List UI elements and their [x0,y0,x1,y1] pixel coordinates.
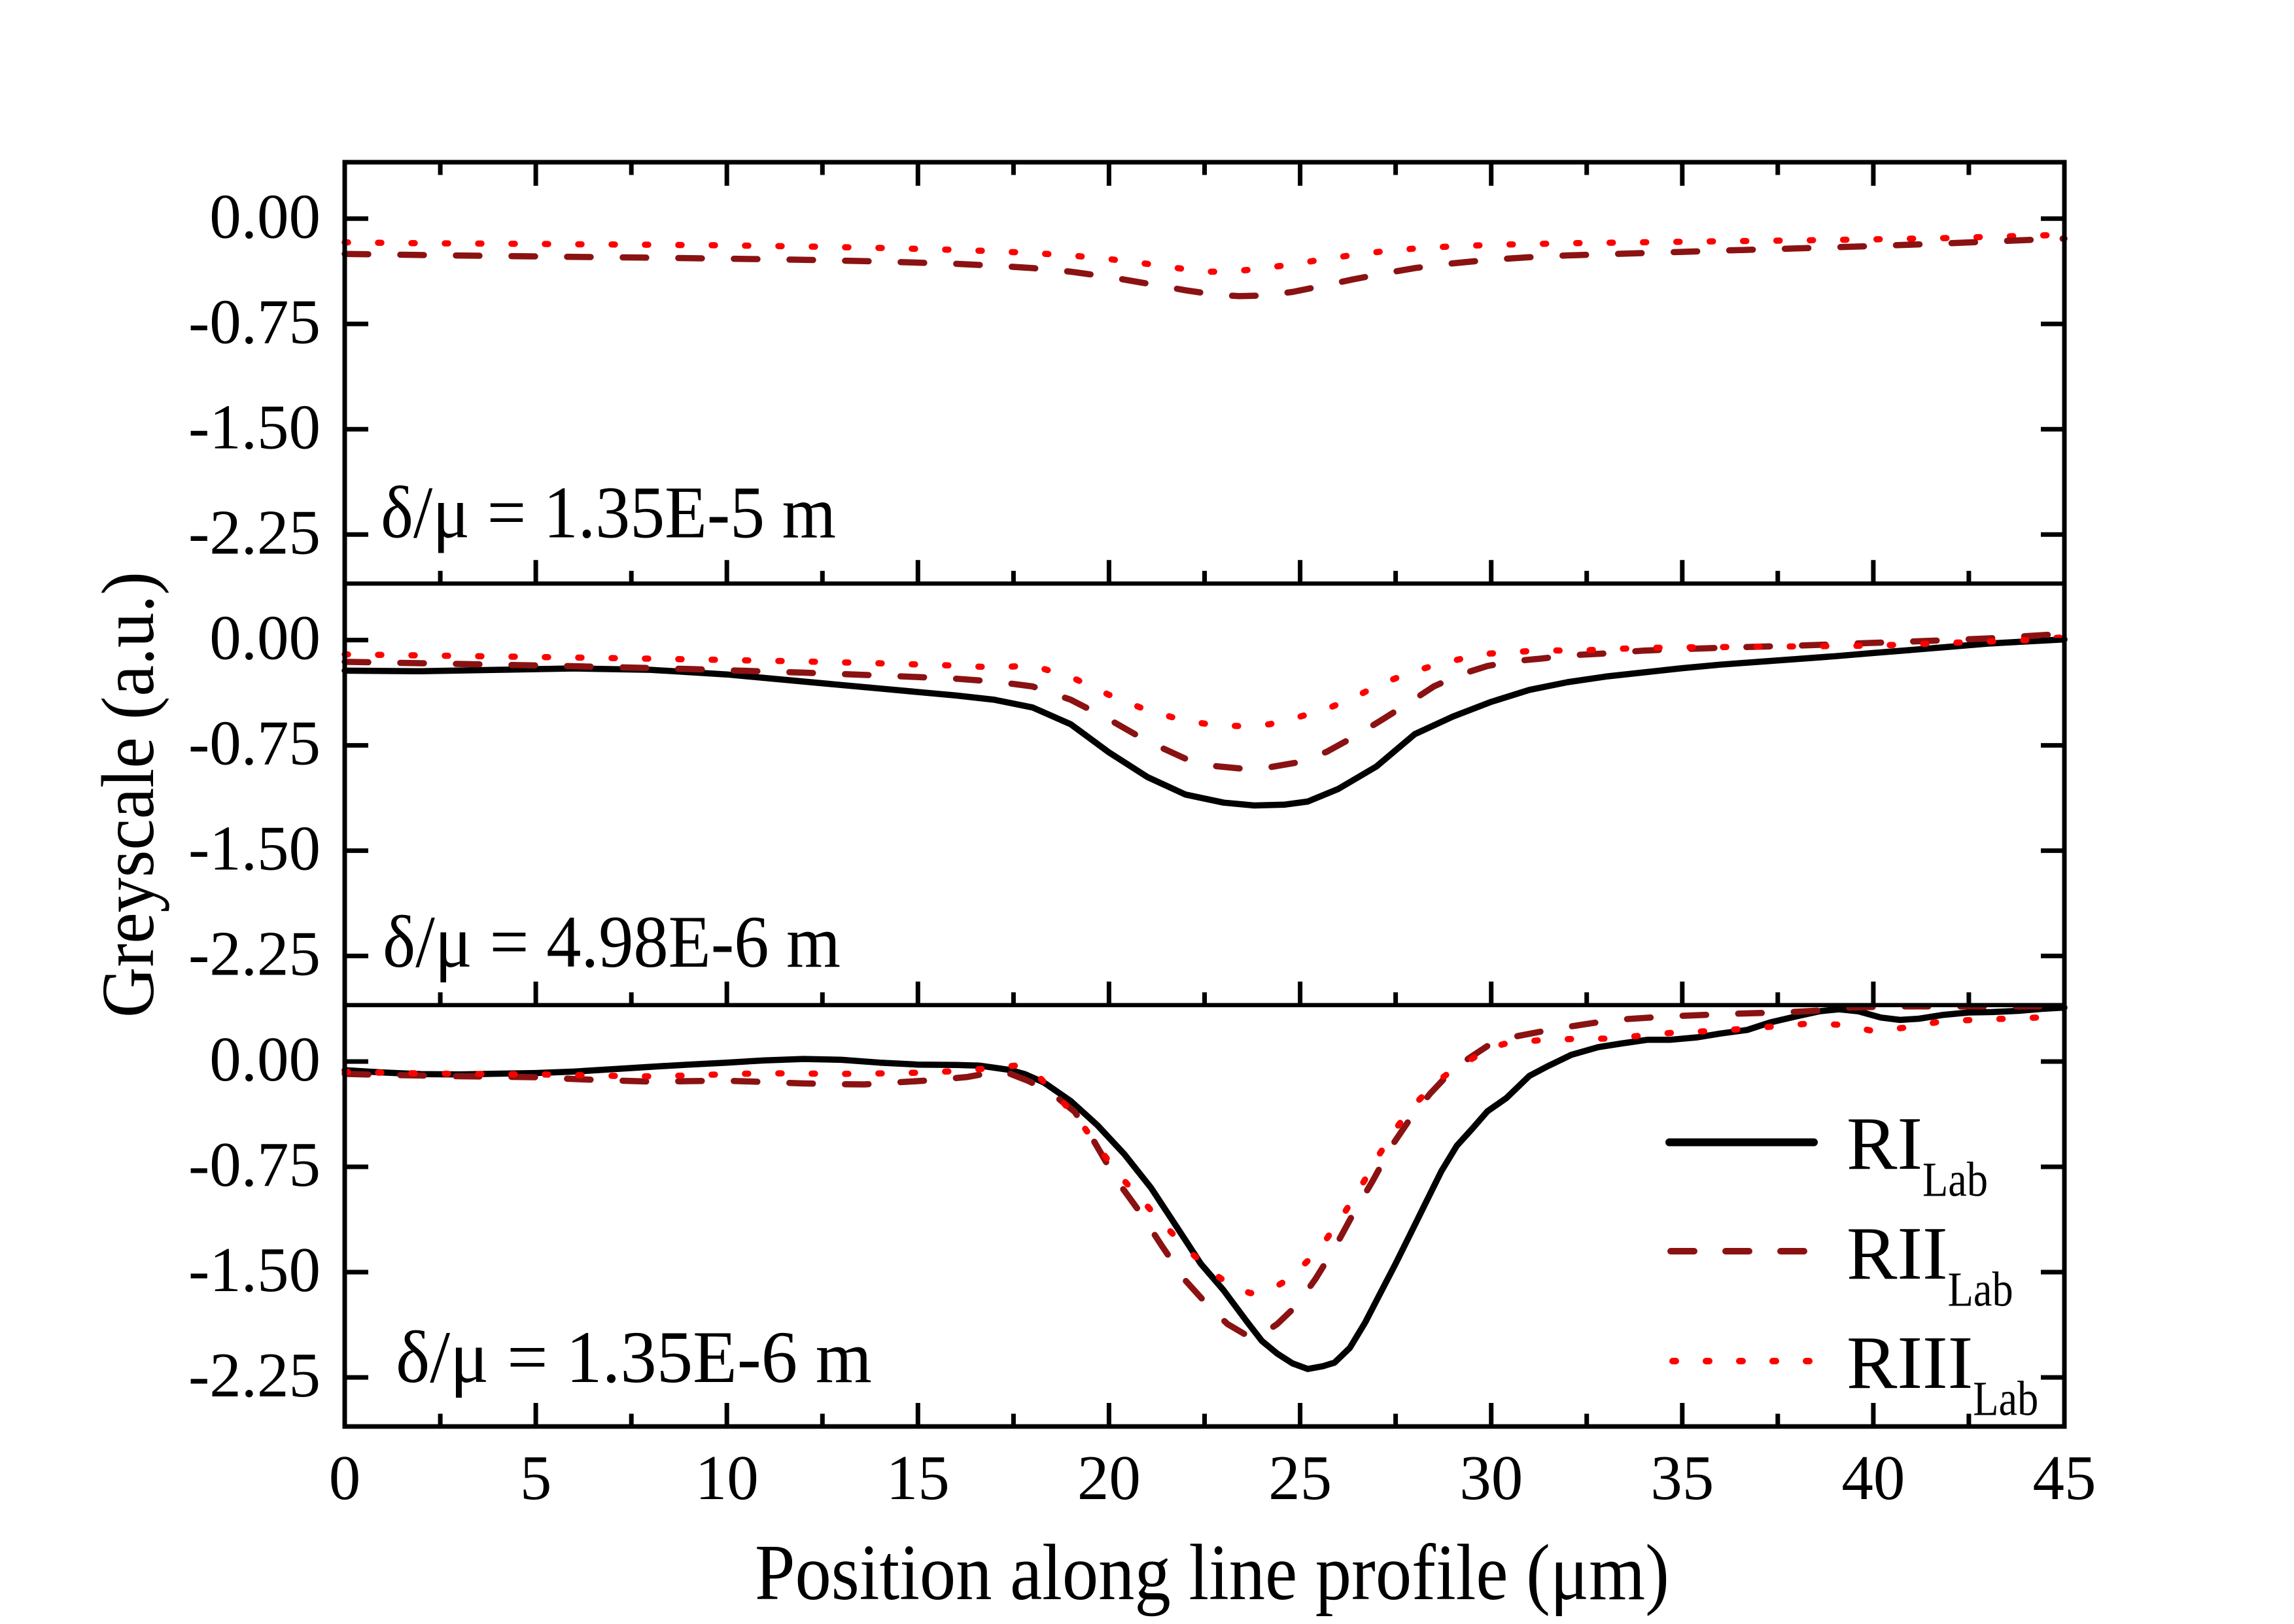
svg-text:δ/μ = 1.35E-6 m: δ/μ = 1.35E-6 m [396,1317,872,1398]
svg-text:25: 25 [1268,1443,1332,1513]
svg-text:10: 10 [695,1443,759,1513]
svg-text:Greyscale (a.u.): Greyscale (a.u.) [86,572,169,1018]
svg-text:-0.75: -0.75 [188,286,321,356]
svg-text:40: 40 [1841,1443,1905,1513]
svg-text:20: 20 [1077,1443,1141,1513]
svg-text:-2.25: -2.25 [188,1340,321,1410]
svg-text:-1.50: -1.50 [188,814,321,884]
svg-text:-2.25: -2.25 [188,497,321,567]
svg-text:5: 5 [520,1443,552,1513]
svg-text:45: 45 [2033,1443,2096,1513]
svg-text:-2.25: -2.25 [188,919,321,989]
svg-text:-1.50: -1.50 [188,392,321,462]
svg-text:30: 30 [1459,1443,1523,1513]
svg-text:0.00: 0.00 [209,181,321,251]
svg-text:Position along line profile (μ: Position along line profile (μm) [755,1529,1669,1617]
svg-text:δ/μ = 4.98E-6 m: δ/μ = 4.98E-6 m [383,901,841,983]
svg-text:0.00: 0.00 [209,1024,321,1094]
svg-text:15: 15 [886,1443,950,1513]
svg-text:-1.50: -1.50 [188,1235,321,1305]
svg-text:-0.75: -0.75 [188,708,321,778]
svg-text:δ/μ = 1.35E-5 m: δ/μ = 1.35E-5 m [381,472,836,554]
svg-text:0.00: 0.00 [209,603,321,673]
svg-text:35: 35 [1650,1443,1714,1513]
svg-text:-0.75: -0.75 [188,1130,321,1200]
svg-text:0: 0 [329,1443,361,1513]
